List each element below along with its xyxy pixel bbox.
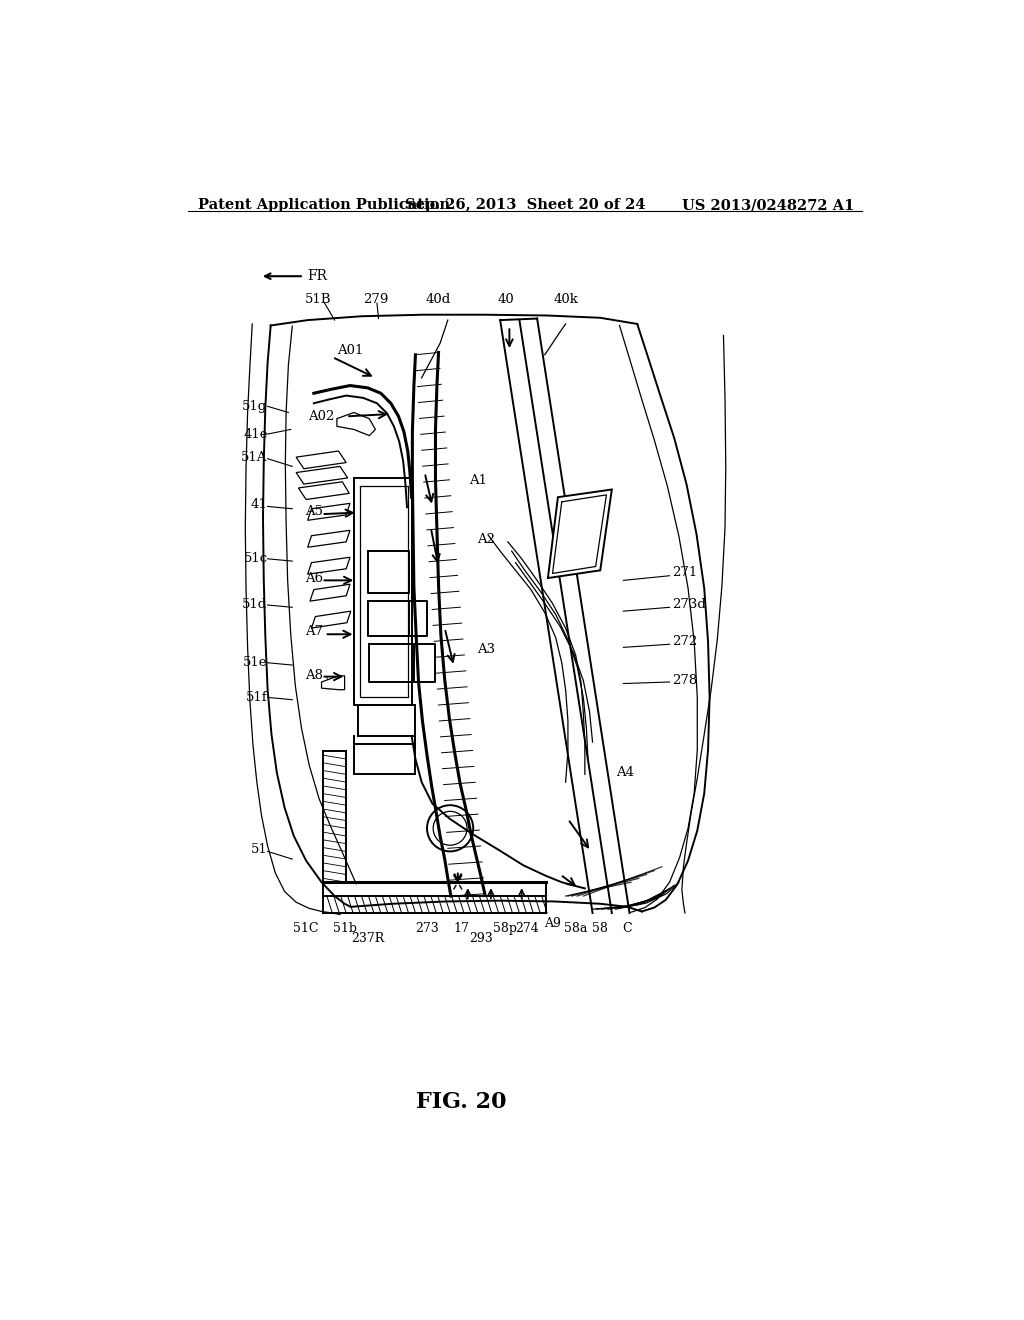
Text: 237R: 237R (351, 932, 384, 945)
Text: 273d: 273d (672, 598, 706, 611)
Text: A3: A3 (477, 643, 496, 656)
Text: 51g: 51g (243, 400, 267, 413)
Polygon shape (307, 531, 350, 548)
Text: 273: 273 (415, 923, 439, 936)
Text: 51C: 51C (293, 923, 318, 936)
Text: 41: 41 (251, 499, 267, 511)
Text: 58p: 58p (493, 923, 517, 936)
Polygon shape (337, 412, 376, 436)
Text: A8: A8 (305, 669, 323, 682)
Text: 51: 51 (251, 843, 267, 857)
Polygon shape (311, 611, 351, 628)
Polygon shape (322, 676, 345, 689)
Text: A02: A02 (308, 409, 335, 422)
Polygon shape (298, 482, 349, 499)
Text: FR: FR (307, 269, 328, 284)
Text: A7: A7 (305, 626, 323, 639)
Text: 40k: 40k (553, 293, 578, 306)
Text: FIG. 20: FIG. 20 (417, 1092, 507, 1113)
Polygon shape (548, 490, 611, 578)
Text: 272: 272 (672, 635, 697, 648)
Text: 293: 293 (469, 932, 493, 945)
Text: A01: A01 (337, 345, 364, 358)
Text: A9: A9 (544, 917, 561, 929)
Text: A2: A2 (477, 533, 495, 546)
Text: A5: A5 (305, 504, 323, 517)
Text: 274: 274 (515, 923, 539, 936)
Text: A1: A1 (469, 474, 487, 487)
Text: 51B: 51B (305, 293, 332, 306)
Text: A6: A6 (305, 572, 323, 585)
Text: US 2013/0248272 A1: US 2013/0248272 A1 (682, 198, 854, 213)
Polygon shape (307, 503, 350, 520)
Text: Patent Application Publication: Patent Application Publication (199, 198, 451, 213)
Text: 51b: 51b (333, 923, 356, 936)
Text: 40: 40 (498, 293, 515, 306)
Text: 51d: 51d (243, 598, 267, 611)
Text: C: C (623, 923, 632, 936)
Text: 279: 279 (362, 293, 388, 306)
Polygon shape (307, 557, 350, 574)
Polygon shape (296, 466, 348, 484)
Text: 51e: 51e (243, 656, 267, 669)
Text: 271: 271 (672, 566, 697, 579)
Text: 51A: 51A (242, 450, 267, 463)
Text: A4: A4 (616, 767, 635, 779)
Text: 58a: 58a (564, 923, 588, 936)
Text: 17: 17 (454, 923, 470, 936)
Text: Sep. 26, 2013  Sheet 20 of 24: Sep. 26, 2013 Sheet 20 of 24 (404, 198, 645, 213)
Polygon shape (310, 585, 350, 601)
Text: 40d: 40d (426, 293, 452, 306)
Text: 51c: 51c (244, 552, 267, 565)
Text: 41e: 41e (243, 428, 267, 441)
Polygon shape (296, 451, 346, 469)
Text: 51f: 51f (246, 690, 267, 704)
Text: 278: 278 (672, 675, 697, 686)
Text: 58: 58 (592, 923, 608, 936)
